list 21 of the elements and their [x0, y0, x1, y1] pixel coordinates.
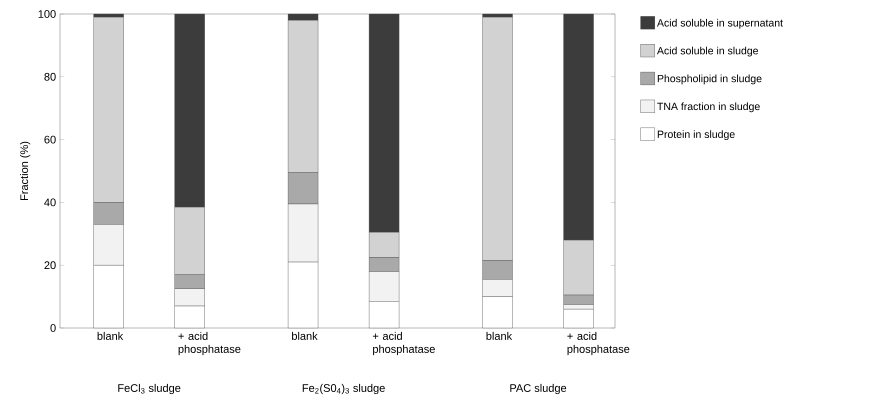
x-tick-label: blank: [292, 332, 318, 340]
y-tick-label: 0: [50, 324, 56, 332]
legend-label: Acid soluble in sludge: [656, 46, 758, 56]
y-tick-label: 80: [44, 72, 56, 81]
y-tick-label: 40: [44, 198, 56, 206]
x-tick-label: + acid phosphatase: [567, 332, 630, 356]
legend-label: TNA fraction in sludge: [657, 102, 760, 112]
y-tick-label: 20: [44, 261, 56, 270]
y-tick-label: 60: [44, 136, 56, 144]
legend-label: Phospholipid in sludge: [658, 74, 762, 84]
x-tick-label: + acid phosphatase: [372, 332, 435, 356]
y-tick-label: 100: [38, 10, 56, 18]
x-tick-label: + acid phosphatase: [178, 332, 240, 356]
text: Fe$_{2}$(S0$_{4}$)$_{3}$ sludge: [302, 384, 385, 394]
legend-label: Protein in sludge: [658, 130, 735, 140]
y-axis-title: Fraction (%): [20, 142, 30, 200]
text: PAC sludge: [510, 384, 566, 394]
x-tick-label: blank: [486, 332, 512, 340]
legend-label: Acid soluble in supernatant: [656, 18, 783, 29]
text: FeCl$_{3}$ sludge: [118, 384, 180, 394]
x-tick-label: blank: [98, 332, 124, 340]
